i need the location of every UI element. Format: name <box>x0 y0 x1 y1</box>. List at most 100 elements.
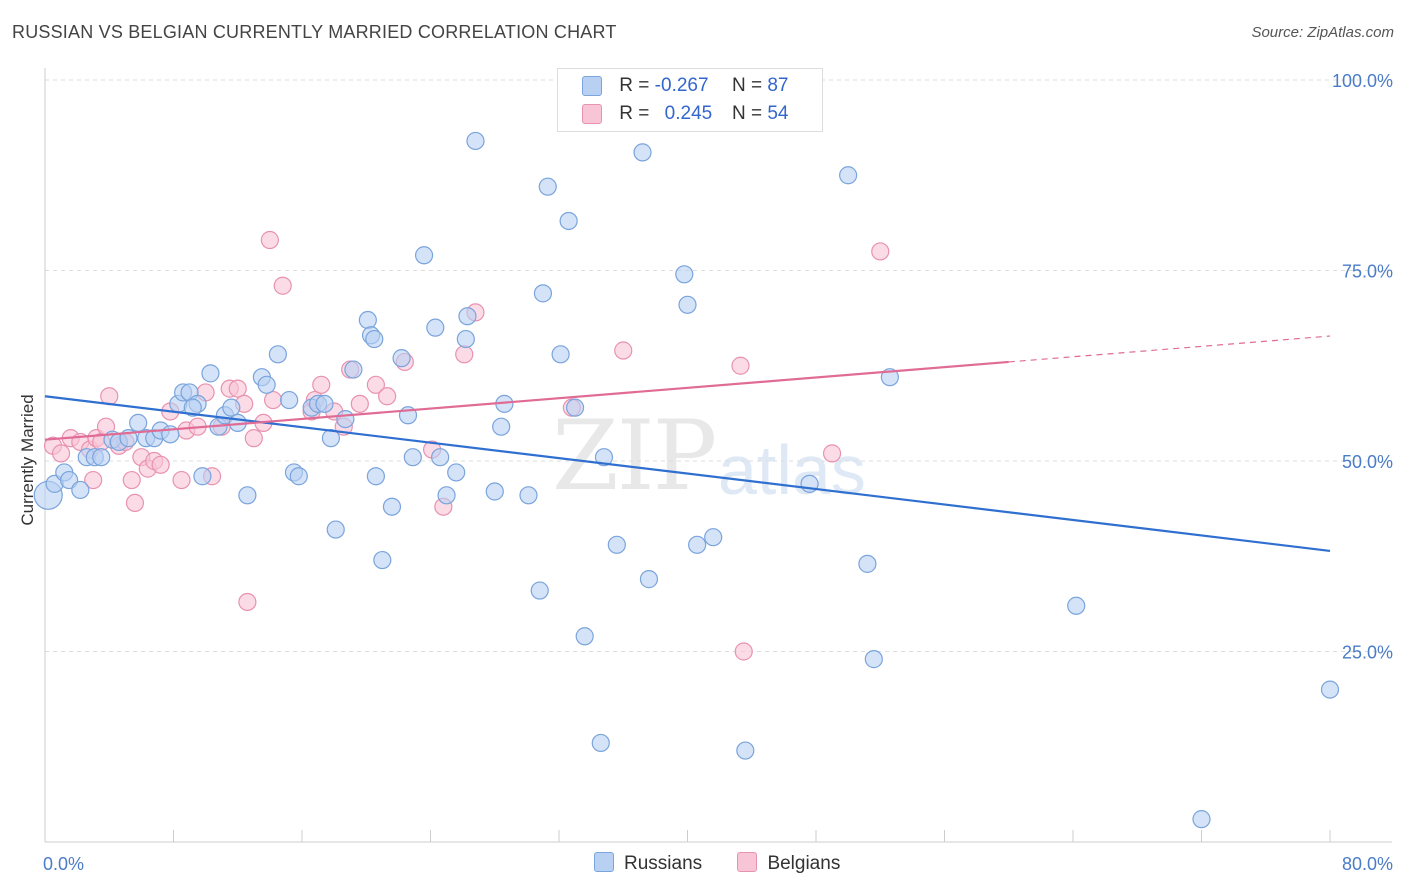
russians-point <box>575 627 594 646</box>
belgians-trend-extension <box>1008 335 1331 363</box>
russians-point <box>591 733 610 753</box>
y-tick-label: 75.0% <box>1342 262 1393 282</box>
russians-point <box>222 398 241 417</box>
legend-label-russians: Russians <box>624 853 703 874</box>
belgians-swatch <box>737 852 758 872</box>
trend-lines <box>44 335 1331 553</box>
russians-point <box>704 528 723 547</box>
russians-point <box>551 345 570 364</box>
legend-row-belgians: R = 0.245 N = 54 <box>582 101 788 127</box>
legend-row-russians: R = -0.267 N = 87 <box>582 73 788 99</box>
y-tick-label: 50.0% <box>1342 452 1393 472</box>
russians-point <box>238 486 257 505</box>
belgians-point <box>51 444 71 463</box>
russians-point <box>426 318 445 337</box>
russians-point <box>688 535 707 554</box>
russians-point <box>675 265 694 284</box>
belgians-point <box>84 470 103 490</box>
russians-point <box>485 482 504 501</box>
russians-point <box>431 448 450 467</box>
russians-point <box>594 448 614 467</box>
russians-point <box>403 448 422 467</box>
chart-title: RUSSIAN VS BELGIAN CURRENTLY MARRIED COR… <box>12 22 617 42</box>
russians-point <box>639 570 659 589</box>
tick-labels: 25.0% 50.0% 75.0% 100.0% 0.0% 80.0% <box>43 71 1393 874</box>
russians-point <box>559 211 578 231</box>
y-tick-label: 25.0% <box>1342 643 1393 663</box>
x-tick-label-max: 80.0% <box>1342 854 1393 874</box>
belgians-point <box>312 375 331 394</box>
russians-point <box>365 329 384 349</box>
belgians-trend-line <box>44 360 1009 441</box>
belgians-points <box>43 230 890 661</box>
russians-point <box>519 486 538 505</box>
r-value-belgians: 0.245 <box>664 103 713 124</box>
russians-point <box>382 497 402 516</box>
russians-point <box>633 143 652 162</box>
russians-trend-line <box>44 395 1331 553</box>
belgians-point <box>734 642 753 661</box>
russians-point <box>366 467 385 486</box>
belgians-point <box>263 390 283 410</box>
belgians-point <box>731 356 750 375</box>
r-value-russians: -0.267 <box>654 75 709 96</box>
russians-point <box>289 467 308 486</box>
belgians-point <box>244 429 263 448</box>
russians-point <box>315 394 334 413</box>
source-label: Source: ZipAtlas.com <box>1251 24 1394 41</box>
russians-point <box>530 581 549 600</box>
r-label: R = <box>619 103 650 124</box>
russians-point <box>201 364 220 383</box>
russians-point <box>466 131 485 151</box>
r-label: R = <box>619 75 650 96</box>
russians-point <box>392 349 411 368</box>
belgians-point <box>350 394 369 413</box>
russians-point <box>280 390 299 410</box>
n-label: N = <box>731 103 763 124</box>
russians-point <box>839 166 858 185</box>
russians-swatch <box>582 75 602 96</box>
russians-point <box>678 295 697 314</box>
russians-point <box>447 463 466 482</box>
russians-point <box>193 467 212 486</box>
russians-point <box>864 650 883 669</box>
russians-point <box>1067 596 1086 615</box>
russians-point <box>458 307 477 326</box>
belgians-point <box>172 470 191 490</box>
belgians-point <box>822 444 842 463</box>
russians-swatch <box>594 852 614 872</box>
belgians-point <box>151 455 170 474</box>
russians-point <box>437 486 456 505</box>
russians-point <box>1320 680 1340 699</box>
belgians-swatch <box>582 103 602 124</box>
x-tick-label-min: 0.0% <box>43 854 84 874</box>
legend-item-russians[interactable]: Russians <box>594 852 702 875</box>
series-legend: Russians Belgians <box>594 852 870 875</box>
russians-point <box>129 413 148 432</box>
belgians-point <box>378 387 397 406</box>
russians-point <box>492 417 511 436</box>
belgians-point <box>125 493 145 513</box>
russians-point <box>736 741 755 760</box>
belgians-point <box>238 592 257 612</box>
belgians-point <box>122 470 141 490</box>
russians-point <box>858 554 877 573</box>
watermark-zip: ZIP <box>552 400 717 512</box>
russians-point <box>1192 810 1211 829</box>
n-value-belgians: 54 <box>767 103 789 124</box>
russians-point <box>268 345 288 364</box>
axes <box>44 68 1392 843</box>
russians-point <box>92 448 111 467</box>
watermark-atlas: atlas <box>718 431 866 509</box>
belgians-point <box>455 345 474 364</box>
russians-point <box>326 520 345 539</box>
russians-point <box>344 360 363 379</box>
russians-point <box>71 480 90 500</box>
russians-point <box>538 177 557 196</box>
n-value-russians: 87 <box>767 75 789 96</box>
legend-item-belgians[interactable]: Belgians <box>737 852 840 875</box>
belgians-point <box>260 230 279 250</box>
russians-point <box>565 398 585 417</box>
russians-point <box>414 246 434 265</box>
